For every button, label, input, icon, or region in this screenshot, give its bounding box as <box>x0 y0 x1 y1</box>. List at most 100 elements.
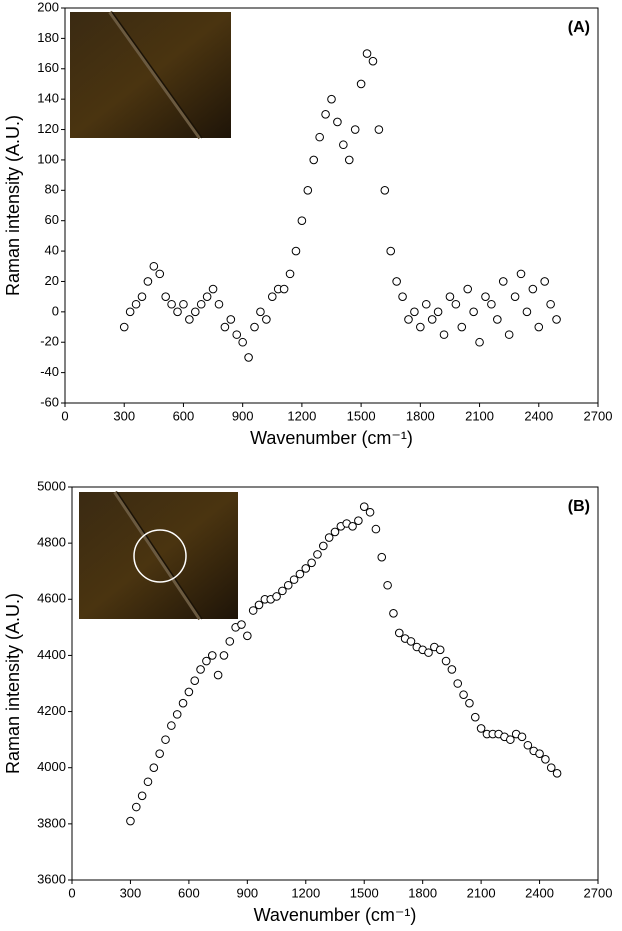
point <box>435 645 445 655</box>
y-tick-label: 20 <box>45 273 59 288</box>
x-tick-label: 1500 <box>347 408 376 423</box>
point <box>172 710 182 719</box>
point <box>238 337 247 347</box>
y-tick-label: 120 <box>37 121 59 136</box>
x-tick-label: 300 <box>120 885 142 900</box>
point <box>321 110 330 119</box>
point <box>383 580 392 590</box>
point <box>303 186 313 195</box>
point <box>295 569 305 579</box>
point <box>309 155 319 165</box>
point <box>167 299 176 309</box>
x-tick-label: 2100 <box>465 408 494 423</box>
point <box>254 600 264 610</box>
point <box>493 315 502 324</box>
point <box>232 330 242 339</box>
point <box>475 337 484 347</box>
point <box>161 292 170 301</box>
point <box>225 637 235 646</box>
y-tick-label: 3600 <box>37 871 66 886</box>
point <box>179 299 188 309</box>
point <box>202 656 211 666</box>
point <box>404 315 413 324</box>
point <box>278 586 287 596</box>
point <box>307 558 316 568</box>
point <box>313 550 322 559</box>
point <box>368 56 378 66</box>
point <box>528 284 538 294</box>
x-tick-label: 1800 <box>406 408 435 423</box>
x-tick-label: 1200 <box>291 885 320 900</box>
point <box>365 507 375 517</box>
point <box>541 754 550 764</box>
point <box>149 763 159 773</box>
y-tick-label: 160 <box>37 60 59 75</box>
y-axis-label: Raman intensity (A.U.) <box>3 593 23 774</box>
point <box>196 299 206 309</box>
point <box>291 246 301 256</box>
point <box>362 49 372 58</box>
point <box>283 580 293 590</box>
x-tick-label: 2400 <box>525 885 554 900</box>
point <box>398 292 407 301</box>
point <box>185 315 194 324</box>
x-tick-label: 900 <box>236 885 258 900</box>
point <box>143 277 153 286</box>
point <box>392 277 401 286</box>
point <box>470 712 480 722</box>
y-tick-label: -20 <box>40 334 59 349</box>
point <box>226 315 236 324</box>
point <box>155 749 164 758</box>
point <box>445 292 455 301</box>
point <box>190 307 200 317</box>
plot-frame <box>71 486 599 881</box>
point <box>359 502 369 511</box>
x-tick-label: 2700 <box>584 885 613 900</box>
point <box>202 292 212 301</box>
x-tick-label: 600 <box>178 885 200 900</box>
point <box>498 277 508 286</box>
inset-photo-a <box>70 10 231 140</box>
point <box>220 322 230 332</box>
point <box>451 299 461 309</box>
point <box>319 541 328 551</box>
point <box>125 307 135 317</box>
point <box>285 269 295 279</box>
point <box>178 698 188 708</box>
point <box>213 670 223 680</box>
point <box>534 322 544 332</box>
point <box>155 269 165 279</box>
y-tick-label: 80 <box>45 182 59 197</box>
point <box>517 732 527 742</box>
y-tick-label: 60 <box>45 212 59 227</box>
point <box>453 679 463 688</box>
point <box>137 292 147 301</box>
point <box>481 292 490 301</box>
point <box>315 132 324 142</box>
point <box>516 269 526 279</box>
point <box>380 186 390 195</box>
point <box>131 802 141 812</box>
y-tick-label: 5000 <box>37 478 66 493</box>
y-tick-label: -40 <box>40 364 59 379</box>
point <box>535 749 544 758</box>
x-tick-label: 1800 <box>408 885 437 900</box>
point <box>324 533 334 542</box>
point <box>126 816 135 826</box>
point <box>354 516 363 525</box>
point <box>510 292 520 301</box>
point <box>487 299 496 309</box>
point <box>149 261 159 271</box>
point <box>250 322 259 332</box>
x-tick-label: 0 <box>68 885 75 900</box>
point <box>523 740 533 750</box>
point <box>447 665 457 674</box>
point <box>301 564 311 573</box>
point <box>190 676 200 685</box>
point <box>167 721 176 730</box>
x-tick-label: 2700 <box>584 408 613 423</box>
point <box>506 735 515 744</box>
point <box>333 117 342 127</box>
panel-label: (A) <box>568 19 590 36</box>
y-tick-label: 140 <box>37 91 59 106</box>
